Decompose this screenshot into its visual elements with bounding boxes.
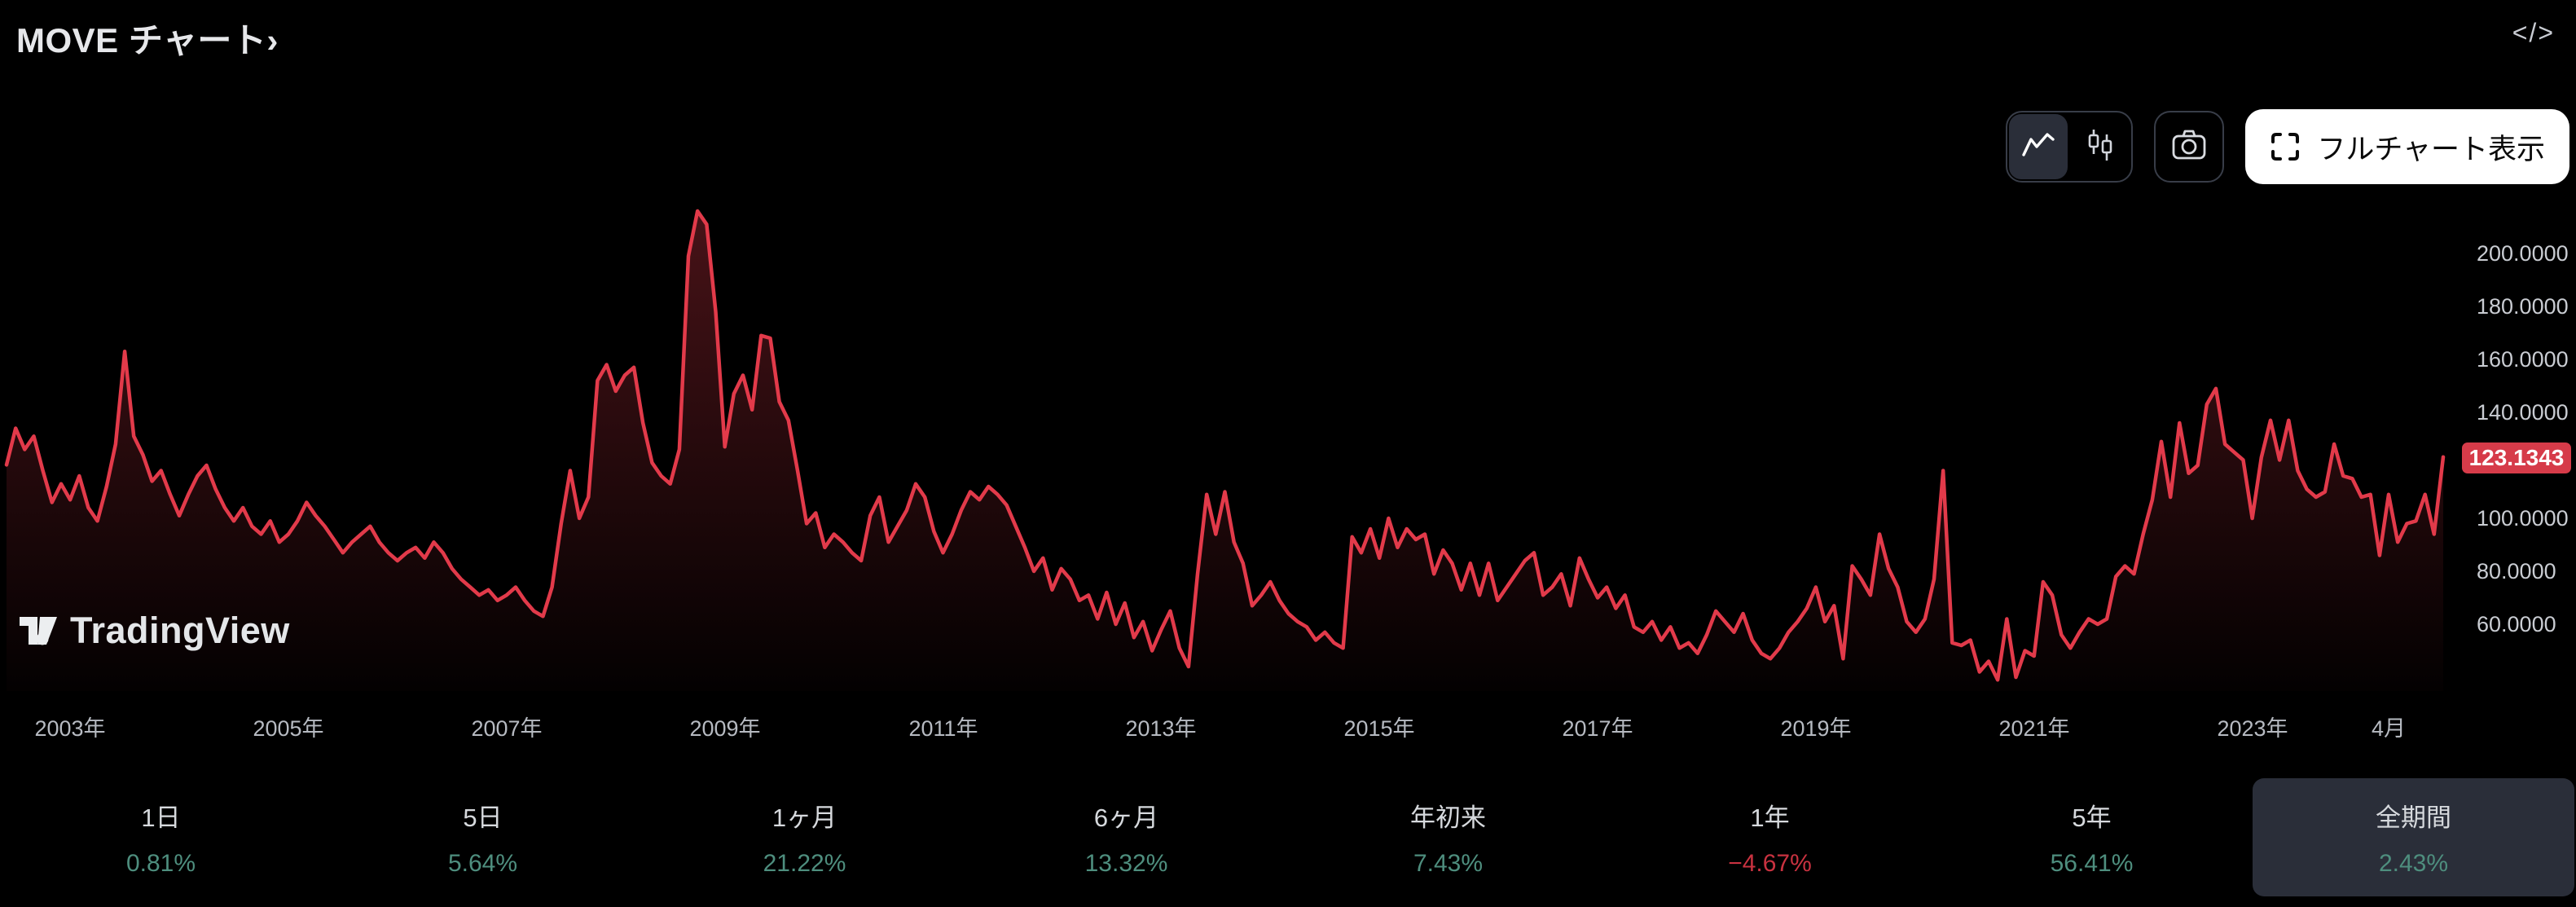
- x-axis-label: 2015年: [1343, 716, 1415, 741]
- area-chart-style-button[interactable]: [2009, 114, 2068, 179]
- y-axis-label: 180.0000: [2477, 294, 2569, 319]
- y-axis-label: 100.0000: [2477, 506, 2569, 531]
- snapshot-button[interactable]: [2154, 111, 2225, 183]
- period-stat-全期間[interactable]: 全期間 2.43%: [2253, 778, 2574, 896]
- period-stat-1年[interactable]: 1年 −4.67%: [1609, 778, 1931, 896]
- y-axis-label: 200.0000: [2477, 241, 2569, 266]
- period-change-value: 0.81%: [125, 850, 196, 877]
- x-axis-label: 4月: [2371, 716, 2407, 741]
- period-change-value: −4.67%: [1728, 850, 1812, 877]
- chart-style-switch: [2006, 111, 2134, 183]
- x-axis-label: 2023年: [2217, 716, 2288, 741]
- tradingview-logo-text: TradingView: [70, 610, 290, 651]
- y-axis-label: 60.0000: [2477, 612, 2556, 636]
- full-chart-button-label: フルチャート表示: [2317, 133, 2545, 165]
- period-label: 5日: [463, 804, 503, 832]
- period-label: 年初来: [1410, 804, 1486, 832]
- tradingview-logo[interactable]: TradingView: [18, 610, 290, 652]
- period-stat-年初来[interactable]: 年初来 7.43%: [1287, 778, 1609, 896]
- period-label: 1年: [1750, 804, 1790, 832]
- period-stats-row: 1日 0.81% 5日 5.64% 1ヶ月 21.22% 6ヶ月 13.32% 年初来 7.43%…: [0, 778, 2576, 896]
- x-axis-label: 2013年: [1125, 716, 1197, 741]
- period-stat-6ヶ月[interactable]: 6ヶ月 13.32%: [965, 778, 1287, 896]
- period-label: 5年: [2072, 804, 2112, 832]
- last-price-badge: 123.1343: [2462, 442, 2571, 473]
- embed-code-icon[interactable]: </>: [2512, 18, 2555, 47]
- period-label: 全期間: [2376, 804, 2451, 832]
- period-stat-5日[interactable]: 5日 5.64%: [322, 778, 644, 896]
- period-label: 6ヶ月: [1093, 804, 1159, 832]
- period-change-value: 21.22%: [763, 850, 846, 877]
- fullscreen-icon: [2270, 131, 2301, 162]
- y-axis-label: 160.0000: [2477, 347, 2569, 372]
- period-stat-5年[interactable]: 5年 56.41%: [1931, 778, 2253, 896]
- area-fill: [7, 211, 2443, 691]
- full-chart-button[interactable]: フルチャート表示: [2245, 109, 2569, 184]
- x-axis-label: 2011年: [908, 716, 978, 741]
- x-axis-label: 2007年: [471, 716, 543, 741]
- x-axis-label: 2005年: [253, 716, 324, 741]
- price-line: [4, 209, 2446, 682]
- x-axis-label: 2003年: [34, 716, 106, 741]
- period-stat-1ヶ月[interactable]: 1ヶ月 21.22%: [644, 778, 965, 896]
- area-chart-icon: [2020, 129, 2056, 165]
- period-label: 1日: [141, 804, 181, 832]
- period-change-value: 2.43%: [2378, 850, 2449, 877]
- candles-chart-style-button[interactable]: [2071, 114, 2130, 179]
- x-axis-label: 2021年: [1998, 716, 2070, 741]
- candlestick-icon: [2082, 127, 2118, 167]
- x-axis-label: 2017年: [1562, 716, 1633, 741]
- page-title[interactable]: MOVE チャート›: [16, 21, 279, 59]
- x-axis-label: 2019年: [1780, 716, 1852, 741]
- camera-icon: [2169, 127, 2209, 167]
- tradingview-logo-icon: [18, 612, 59, 649]
- period-stat-1日[interactable]: 1日 0.81%: [0, 778, 322, 896]
- period-change-value: 7.43%: [1413, 850, 1484, 877]
- chart-toolbar: フルチャート表示: [2006, 109, 2569, 184]
- y-axis-label: 140.0000: [2477, 400, 2569, 425]
- period-label: 1ヶ月: [771, 804, 837, 832]
- period-change-value: 56.41%: [2050, 850, 2134, 877]
- x-axis-label: 2009年: [689, 716, 761, 741]
- y-axis-label: 80.0000: [2477, 559, 2556, 583]
- period-change-value: 5.64%: [447, 850, 518, 877]
- period-change-value: 13.32%: [1084, 850, 1168, 877]
